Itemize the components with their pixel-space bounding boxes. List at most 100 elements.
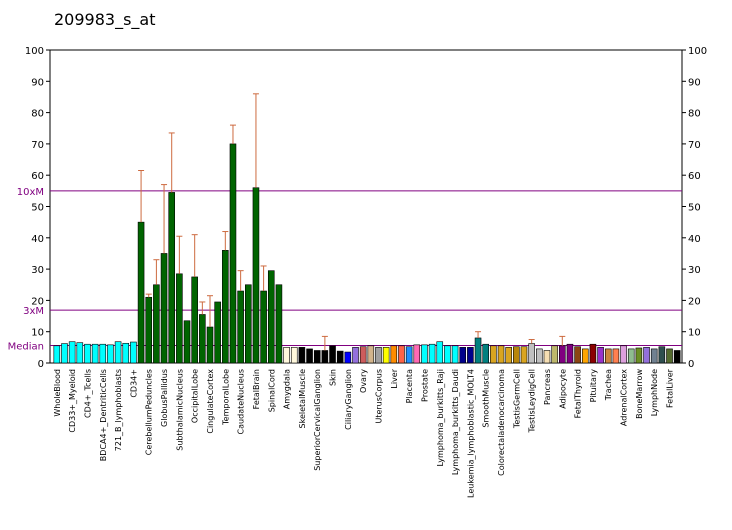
bar xyxy=(267,270,275,364)
bar xyxy=(413,344,421,364)
x-tick-label: TestisLeydigCell xyxy=(528,369,537,433)
y-tick-label-left: 40 xyxy=(31,234,44,245)
x-tick-label: Pancreas xyxy=(543,369,552,405)
x-tick-label: Prostate xyxy=(420,369,429,402)
bar xyxy=(375,347,382,364)
y-tick-label-right: 90 xyxy=(688,77,701,88)
reference-line-label: 3xM xyxy=(23,306,44,317)
bar xyxy=(199,314,206,364)
x-tick-label: WholeBlood xyxy=(53,369,62,417)
x-tick-label: 721_B_lymphoblasts xyxy=(114,369,123,451)
x-tick-label: SmoothMuscle xyxy=(482,369,491,428)
bar xyxy=(604,348,612,364)
bar xyxy=(61,343,68,364)
reference-line-label: Median xyxy=(8,341,44,352)
bar xyxy=(574,346,581,364)
bar xyxy=(543,350,551,364)
bar xyxy=(620,345,627,364)
bar xyxy=(405,346,413,364)
bar xyxy=(99,343,107,364)
bar xyxy=(84,343,91,364)
plot-frame xyxy=(49,49,683,364)
bar xyxy=(275,284,283,364)
bar xyxy=(666,348,673,364)
x-tick-label: CiliaryGanglion xyxy=(344,369,353,430)
y-tick-label-left: 10 xyxy=(31,328,44,339)
x-tick-label: SubthalamicNucleus xyxy=(175,369,184,451)
bar xyxy=(245,284,252,364)
x-tick-label: Skin xyxy=(329,369,338,386)
bar xyxy=(68,341,76,364)
bar xyxy=(76,342,84,364)
x-tick-label: FetalThyroid xyxy=(574,369,583,418)
bar xyxy=(344,351,352,364)
bar xyxy=(306,348,313,364)
y-tick-label-right: 80 xyxy=(688,109,701,120)
y-tick-label-left: 20 xyxy=(31,296,44,307)
bar xyxy=(336,350,344,364)
x-tick-label: UterusCorpus xyxy=(374,369,383,424)
bar xyxy=(467,347,474,364)
bar xyxy=(398,345,405,364)
reference-line-label: 10xM xyxy=(17,187,44,198)
bar xyxy=(137,221,145,364)
y-tick-label-left: 0 xyxy=(38,359,44,370)
bar xyxy=(581,348,589,364)
x-tick-label: FetalLiver xyxy=(666,368,675,408)
bar xyxy=(290,347,298,364)
bar xyxy=(673,350,681,364)
bar xyxy=(490,345,497,364)
x-tick-label: OccipitalLobe xyxy=(191,369,200,423)
x-tick-labels: WholeBlood CD33+_Myeloid CD4+_Tcells BDCA4+… xyxy=(53,368,675,498)
bar xyxy=(168,192,175,364)
bar xyxy=(53,345,61,364)
x-tick-label: SuperiorCervicalGanglion xyxy=(313,369,322,471)
x-tick-label: CingulateCortex xyxy=(206,369,215,434)
bar xyxy=(114,341,122,364)
bar xyxy=(229,143,237,364)
x-tick-label: Lymphoma_burkitts_Daudi xyxy=(451,369,460,475)
bar xyxy=(359,346,367,364)
y-tick-label-right: 30 xyxy=(688,265,701,276)
bar xyxy=(298,347,306,364)
y-tick-label-left: 60 xyxy=(31,171,44,182)
x-tick-label: FetalBrain xyxy=(252,369,261,409)
bar xyxy=(497,345,505,364)
x-tick-label: Adipocyte xyxy=(558,369,567,409)
y-tick-label-right: 60 xyxy=(688,171,701,182)
error-bars xyxy=(138,93,566,351)
bar xyxy=(367,345,375,364)
reference-lines: 10xM 3xM Median xyxy=(8,187,682,352)
y-tick-label-left: 90 xyxy=(31,77,44,88)
bar xyxy=(153,284,160,364)
bar xyxy=(528,343,535,364)
bar xyxy=(352,347,359,364)
bars xyxy=(53,143,681,364)
bar xyxy=(459,347,467,364)
x-tick-label: Amygdala xyxy=(283,369,292,409)
bar xyxy=(658,346,666,364)
bar xyxy=(589,343,597,364)
bar xyxy=(329,345,336,364)
bar xyxy=(566,343,574,364)
y-tick-label-right: 40 xyxy=(688,234,701,245)
bar xyxy=(252,187,260,364)
bar xyxy=(260,290,267,364)
y-tick-label-right: 50 xyxy=(688,203,701,214)
bar xyxy=(382,347,390,364)
bar xyxy=(130,341,137,364)
bar xyxy=(283,347,290,364)
x-tick-label: GlobusPallidus xyxy=(160,369,169,427)
x-tick-label: Lymphoma_burkitts_Raji xyxy=(436,369,445,466)
bar xyxy=(222,250,229,364)
bar xyxy=(643,347,650,364)
y-tick-label-right: 70 xyxy=(688,140,701,151)
bar xyxy=(650,348,658,364)
bar xyxy=(505,347,512,364)
y-tick-label-left: 70 xyxy=(31,140,44,151)
x-tick-label: BoneMarrow xyxy=(635,369,644,419)
x-tick-label: CD33+_Myeloid xyxy=(68,369,77,433)
y-tick-label-left: 100 xyxy=(25,46,44,57)
x-tick-label: CD34+ xyxy=(129,369,138,398)
x-tick-label: TestisGermCell xyxy=(512,369,521,429)
